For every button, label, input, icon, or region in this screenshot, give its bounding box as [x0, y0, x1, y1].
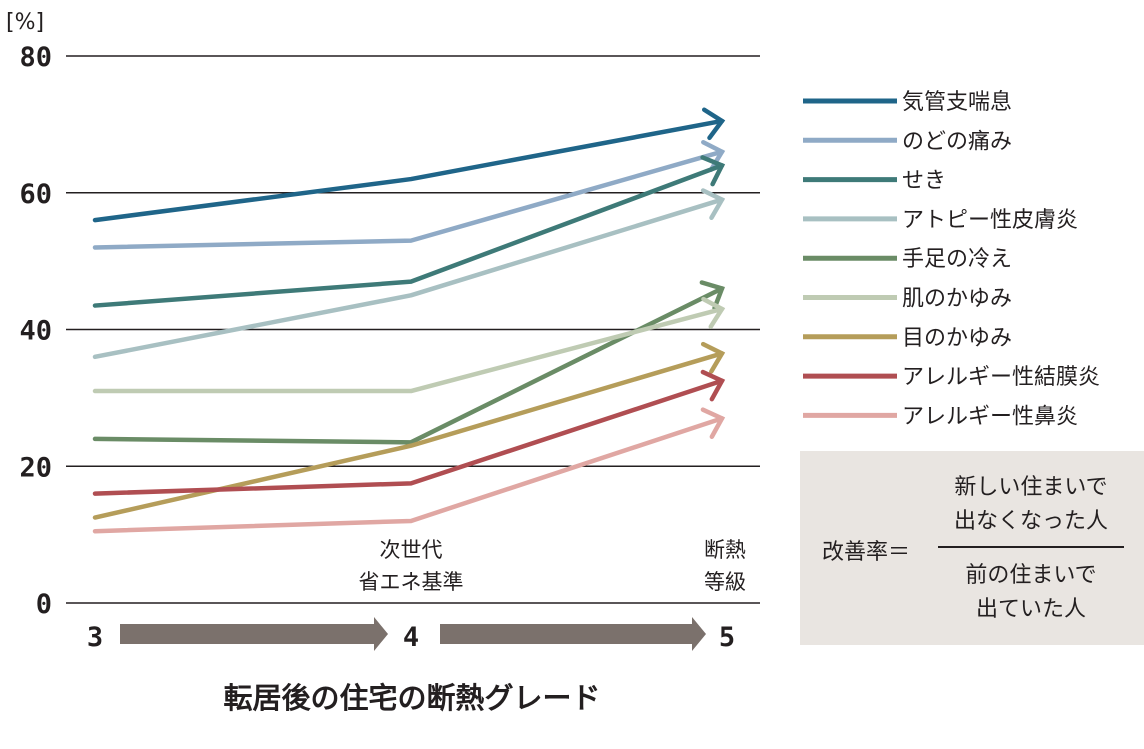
legend-label: のどの痛み [902, 129, 1012, 154]
series-line [92, 351, 725, 520]
series-line [92, 416, 725, 534]
y-tick-label: 60 [19, 179, 52, 210]
formula-label: 改善率＝ [822, 540, 911, 565]
series-arrowhead [700, 155, 726, 187]
series-line [92, 378, 725, 496]
series-line [92, 286, 725, 445]
progress-arrow [120, 617, 388, 651]
y-tick-label: 80 [19, 42, 52, 73]
y-tick-label: 20 [19, 452, 52, 483]
formula-denominator-line: 出ていた人 [975, 597, 1086, 622]
series-arrowhead [700, 407, 726, 440]
legend-label: 手足の冷え [902, 247, 1012, 272]
series-arrowhead [701, 107, 726, 141]
series-lines [92, 107, 726, 534]
legend-label: せき [902, 169, 946, 194]
formula-numerator: 新しい住まいで 出なくなった人 [938, 471, 1124, 539]
series-arrowhead [701, 296, 726, 329]
x-tick-label: 5 [719, 622, 735, 653]
series-arrowhead [700, 369, 726, 402]
x-tick-labels: 3 4 5 [87, 622, 735, 653]
series-line [92, 149, 725, 250]
progress-arrows [120, 617, 706, 651]
series-line [92, 163, 725, 308]
x-tick-label: 3 [87, 622, 103, 653]
formula-denominator: 前の住まいで 出ていた人 [938, 559, 1124, 627]
fraction-bar [938, 546, 1124, 548]
series-line [92, 197, 725, 360]
y-tick-label: 40 [19, 316, 52, 347]
x-tick-label: 4 [403, 622, 419, 653]
legend-label: アレルギー性結膜炎 [902, 365, 1100, 390]
x-annotation-line: 等級 [704, 570, 746, 594]
series-line [92, 306, 725, 394]
formula-numerator-line: 出なくなった人 [953, 509, 1108, 534]
x-annotation-line: 断熱 [704, 538, 746, 562]
improvement-rate-formula: 改善率＝ 新しい住まいで 出なくなった人 前の住まいで 出ていた人 [800, 451, 1144, 645]
series-arrowhead [700, 341, 726, 374]
formula-numerator-line: 新しい住まいで [954, 475, 1108, 500]
legend: 気管支喘息のどの痛みせきアトピー性皮膚炎手足の冷え肌のかゆみ目のかゆみアレルギー… [803, 90, 1100, 429]
x-annotation-line: 省エネ基準 [359, 570, 464, 594]
x-axis-title: 転居後の住宅の断熱グレード [223, 681, 600, 715]
formula-denominator-line: 前の住まいで [965, 563, 1097, 588]
legend-label: アトピー性皮膚炎 [902, 208, 1078, 233]
series-line [92, 118, 725, 223]
x-annotation-line: 次世代 [380, 538, 443, 562]
y-tick-label: 0 [36, 589, 52, 620]
legend-label: 肌のかゆみ [902, 287, 1012, 312]
legend-label: アレルギー性鼻炎 [902, 404, 1078, 429]
series-arrowhead [699, 280, 725, 311]
progress-arrow [440, 617, 706, 651]
y-tick-labels: 0 20 40 60 80 [19, 42, 52, 620]
series-arrowhead [700, 188, 726, 221]
legend-label: 目のかゆみ [902, 326, 1012, 351]
y-axis-unit: [%] [6, 10, 44, 35]
legend-label: 気管支喘息 [902, 90, 1012, 115]
